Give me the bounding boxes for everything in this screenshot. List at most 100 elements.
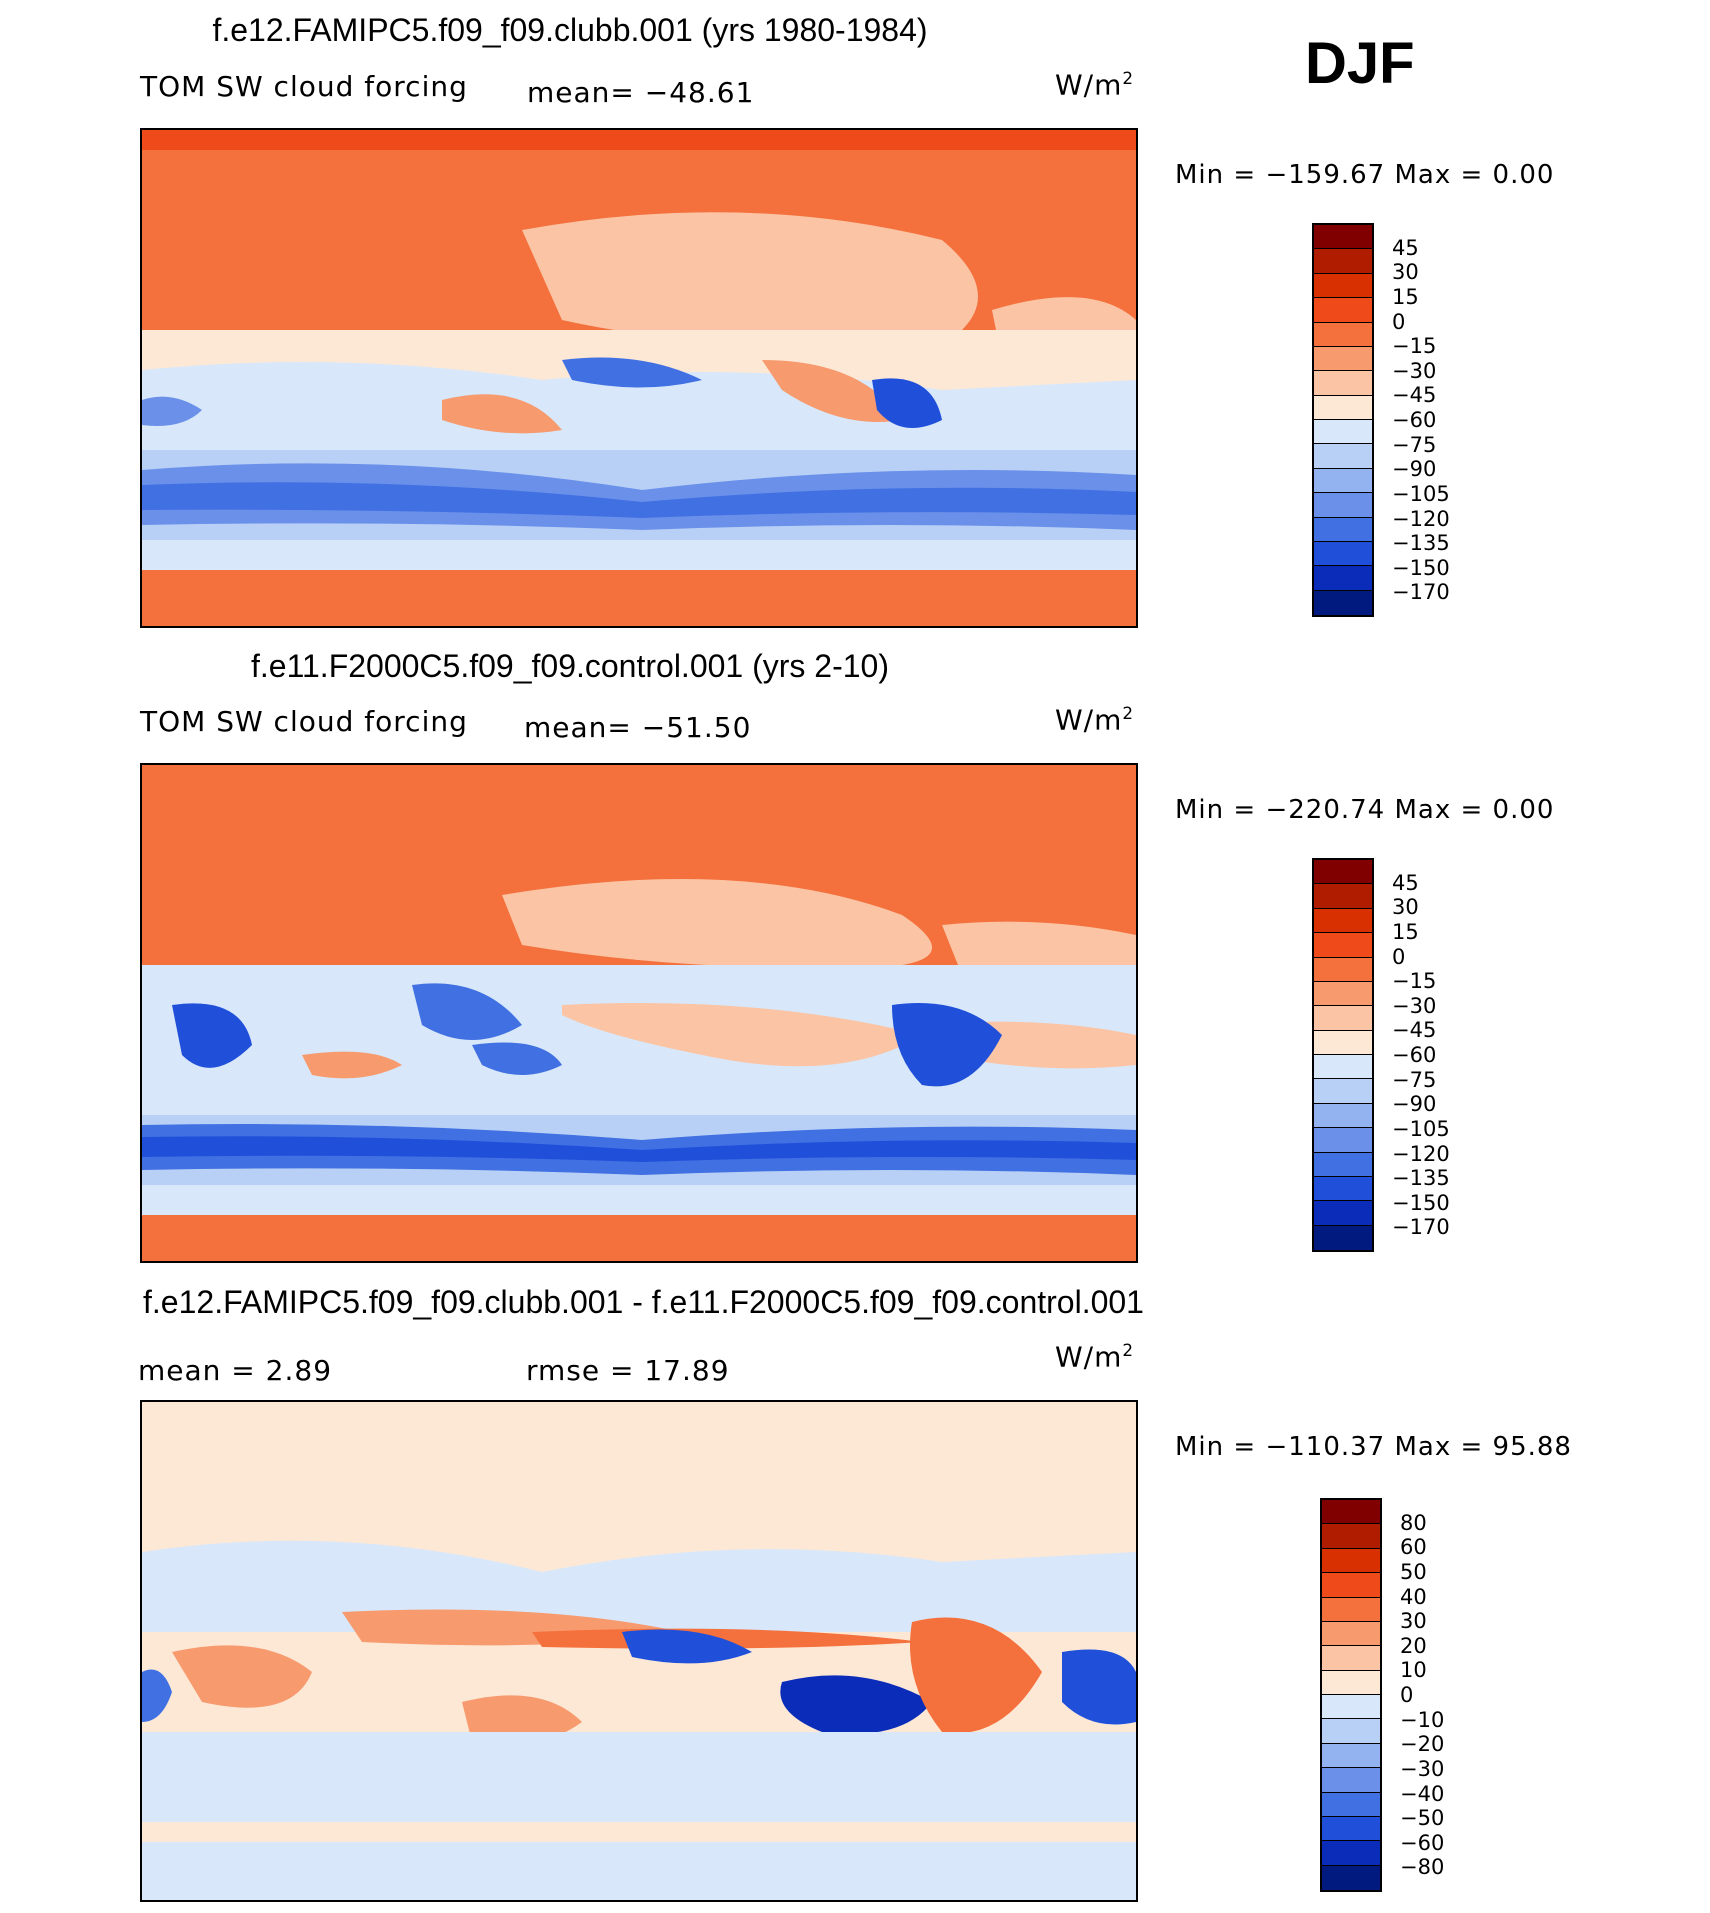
colorbar-tick-label: 0 — [1392, 309, 1406, 334]
panel-2-variable-label: TOM SW cloud forcing — [140, 705, 468, 738]
panel-2-map-field — [142, 765, 1136, 1261]
colorbar-cell — [1314, 298, 1372, 323]
panel-2-colorbar — [1312, 858, 1374, 1252]
colorbar-tick-label: −170 — [1392, 1215, 1450, 1240]
colorbar-tick-label: −60 — [1392, 1043, 1437, 1067]
colorbar-tick-label: −105 — [1392, 1116, 1450, 1141]
panel-3-mean: mean = 2.89 — [138, 1354, 333, 1387]
colorbar-tick-label: 15 — [1392, 284, 1419, 309]
colorbar-cell — [1314, 225, 1372, 250]
colorbar-cell — [1322, 1719, 1380, 1744]
panel-1-variable-label: TOM SW cloud forcing — [140, 70, 468, 103]
colorbar-cell — [1322, 1500, 1380, 1525]
colorbar-cell — [1314, 1152, 1372, 1177]
colorbar-cell — [1314, 957, 1372, 982]
colorbar-cell — [1322, 1695, 1380, 1720]
panel-3-map-field — [142, 1402, 1136, 1900]
colorbar-cell — [1322, 1597, 1380, 1622]
colorbar-cell — [1314, 1030, 1372, 1055]
colorbar-cell — [1314, 444, 1372, 469]
colorbar-cell — [1314, 566, 1372, 591]
colorbar-tick-label: 30 — [1400, 1609, 1427, 1634]
colorbar-cell — [1314, 933, 1372, 958]
colorbar-cell — [1314, 1055, 1372, 1080]
colorbar-tick-label: 30 — [1392, 895, 1419, 920]
colorbar-cell — [1322, 1841, 1380, 1866]
season-label: DJF — [1305, 31, 1415, 96]
colorbar-cell — [1314, 590, 1372, 615]
colorbar-cell — [1322, 1768, 1380, 1793]
colorbar-tick-label: −15 — [1392, 969, 1437, 994]
colorbar-cell — [1314, 860, 1372, 885]
colorbar-tick-label: 15 — [1392, 919, 1419, 944]
colorbar-tick-label: −135 — [1392, 531, 1450, 556]
colorbar-cell — [1314, 395, 1372, 420]
colorbar-cell — [1314, 346, 1372, 372]
colorbar-cell — [1314, 1079, 1372, 1104]
colorbar-cell — [1314, 981, 1372, 1007]
colorbar-tick-label: −60 — [1392, 408, 1437, 432]
panel-3-colorbar — [1320, 1498, 1382, 1892]
colorbar-tick-label: 50 — [1400, 1559, 1427, 1584]
colorbar-tick-label: −10 — [1400, 1707, 1445, 1732]
colorbar-tick-label: −50 — [1400, 1806, 1445, 1831]
colorbar-tick-label: −75 — [1392, 432, 1437, 457]
panel-2-title: f.e11.F2000C5.f09_f09.control.001 (yrs 2… — [251, 648, 889, 684]
colorbar-cell — [1314, 541, 1372, 567]
colorbar-tick-label: −150 — [1392, 1190, 1450, 1215]
colorbar-cell — [1322, 1524, 1380, 1549]
panel-3-rmse: rmse = 17.89 — [526, 1354, 730, 1387]
colorbar-cell — [1314, 517, 1372, 542]
colorbar-cell — [1322, 1573, 1380, 1598]
colorbar-cell — [1322, 1792, 1380, 1817]
colorbar-cell — [1314, 420, 1372, 445]
colorbar-cell — [1314, 1225, 1372, 1250]
colorbar-tick-label: −45 — [1392, 383, 1437, 408]
colorbar-tick-label: 0 — [1392, 944, 1406, 969]
colorbar-tick-label: 30 — [1392, 260, 1419, 285]
panel-1-minmax: Min = −159.67 Max = 0.00 — [1175, 160, 1555, 190]
panel-1-units: W/m2 — [1055, 68, 1135, 102]
colorbar-tick-label: −90 — [1392, 457, 1437, 482]
colorbar-cell — [1322, 1621, 1380, 1647]
colorbar-tick-label: −135 — [1392, 1166, 1450, 1191]
colorbar-cell — [1314, 493, 1372, 518]
colorbar-cell — [1322, 1548, 1380, 1574]
colorbar-cell — [1314, 273, 1372, 299]
colorbar-cell — [1314, 249, 1372, 274]
colorbar-tick-label: −15 — [1392, 334, 1437, 359]
colorbar-tick-label: −150 — [1392, 555, 1450, 580]
colorbar-tick-label: 60 — [1400, 1535, 1427, 1560]
colorbar-cell — [1314, 1103, 1372, 1129]
panel-3-map — [140, 1400, 1138, 1902]
colorbar-tick-label: −40 — [1400, 1781, 1445, 1806]
colorbar-tick-label: −170 — [1392, 580, 1450, 605]
colorbar-cell — [1322, 1816, 1380, 1842]
colorbar-tick-label: 10 — [1400, 1658, 1427, 1683]
colorbar-tick-label: −120 — [1392, 506, 1450, 531]
colorbar-tick-label: 40 — [1400, 1584, 1427, 1609]
panel-1-map-field — [142, 130, 1136, 626]
panel-2-units: W/m2 — [1055, 703, 1135, 737]
colorbar-cell — [1314, 322, 1372, 347]
colorbar-cell — [1314, 1128, 1372, 1153]
panel-2-mean: mean= −51.50 — [524, 711, 752, 744]
colorbar-cell — [1314, 371, 1372, 396]
colorbar-tick-label: −60 — [1400, 1830, 1445, 1855]
colorbar-tick-label: −30 — [1400, 1756, 1445, 1781]
colorbar-cell — [1322, 1865, 1380, 1890]
colorbar-cell — [1322, 1646, 1380, 1671]
panel-3-title: f.e12.FAMIPC5.f09_f09.clubb.001 - f.e11.… — [143, 1284, 1144, 1320]
panel-1-colorbar — [1312, 223, 1374, 617]
colorbar-cell — [1322, 1670, 1380, 1695]
colorbar-tick-label: 0 — [1400, 1683, 1414, 1707]
panel-3-units: W/m2 — [1055, 1340, 1135, 1374]
colorbar-tick-label: −45 — [1392, 1018, 1437, 1043]
colorbar-tick-label: −90 — [1392, 1092, 1437, 1117]
colorbar-tick-label: 45 — [1392, 870, 1419, 895]
colorbar-tick-label: −75 — [1392, 1067, 1437, 1092]
colorbar-tick-label: −20 — [1400, 1732, 1445, 1757]
colorbar-tick-label: −105 — [1392, 481, 1450, 506]
colorbar-cell — [1322, 1743, 1380, 1769]
colorbar-cell — [1314, 884, 1372, 909]
